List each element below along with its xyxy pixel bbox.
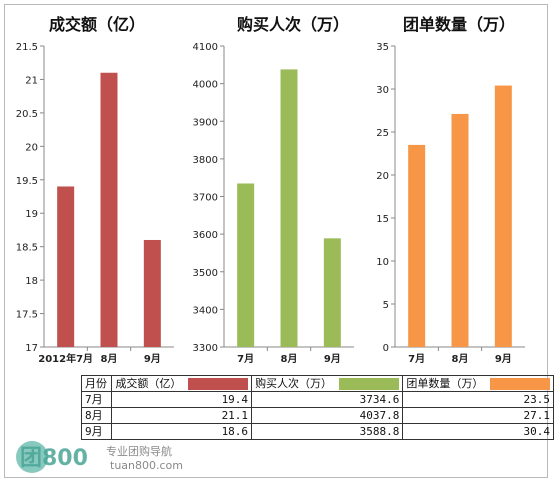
x-tick-label: 9月 [495, 353, 512, 365]
bar [323, 238, 341, 347]
y-tick-label: 3900 [193, 117, 218, 128]
table-header-row: 月份 成交额（亿） 购买人次（万） 团单数量（万） [80, 375, 554, 392]
table-cell-deals: 27.1 [402, 407, 554, 424]
table-cell-month: 9月 [80, 423, 113, 440]
bar [237, 183, 255, 347]
table-row: 8月 21.1 4037.8 27.1 [80, 407, 554, 424]
table-header-deals: 团单数量（万） [402, 375, 554, 392]
table-cell-sales: 18.6 [111, 423, 253, 440]
y-tick-label: 3500 [193, 268, 218, 279]
chart-2: 购买人次（万） 3300 3400 3500 3600 3700 3800 3900 4000 4… [193, 15, 354, 365]
logo-badge [16, 441, 48, 473]
buyers-label: 购买人次（万） [255, 377, 333, 390]
x-tick-label: 9月 [324, 353, 341, 365]
logo-url: tuan800.com [110, 459, 183, 472]
y-tick-label: 0 [383, 343, 389, 354]
deals-legend-swatch [489, 378, 550, 390]
x-tick-label: 7月 [408, 353, 425, 365]
chart-title: 成交额（亿） [49, 15, 145, 34]
logo-mark: 团800 [20, 446, 88, 471]
y-tick-label: 20.5 [16, 109, 38, 120]
bar [143, 239, 161, 347]
y-tick-label: 4000 [193, 80, 218, 91]
y-tick-label: 3600 [193, 230, 218, 241]
y-tick-label: 21.5 [16, 42, 38, 53]
y-tick-label: 3800 [193, 155, 218, 166]
table-cell-sales: 19.4 [111, 391, 253, 408]
y-tick-label: 10 [376, 257, 389, 268]
table-header-sales: 成交额（亿） [111, 375, 253, 392]
y-tick-label: 3300 [193, 343, 218, 354]
y-tick-label: 25 [376, 128, 389, 139]
bar [100, 72, 118, 347]
y-tick-label: 17.5 [16, 310, 38, 321]
table-cell-sales: 21.1 [111, 407, 253, 424]
charts-area: 成交额（亿） 17 17.5 18 18.5 19 19.5 20 20.5 21 21.5 2012… [16, 15, 525, 365]
y-tick-label: 30 [376, 85, 389, 96]
y-tick-label: 21 [25, 75, 38, 86]
table-cell-month: 8月 [80, 407, 113, 424]
y-tick-label: 3700 [193, 193, 218, 204]
table-header-buyers: 购买人次（万） [251, 375, 404, 392]
data-table: 月份 成交额（亿） 购买人次（万） 团单数量（万） 7月 19.4 3734.6… [80, 375, 554, 440]
x-tick-label: 9月 [144, 353, 161, 365]
y-tick-label: 18.5 [16, 243, 38, 254]
y-tick-label: 19.5 [16, 176, 38, 187]
buyers-legend-swatch [338, 378, 399, 390]
table-row: 9月 18.6 3588.8 30.4 [80, 423, 554, 440]
deals-label: 团单数量（万） [406, 377, 484, 390]
x-tick-label: 8月 [101, 353, 118, 365]
bar [494, 85, 512, 347]
bar [57, 186, 75, 347]
table-cell-deals: 23.5 [402, 391, 554, 408]
bar [280, 69, 298, 348]
table-cell-month: 7月 [80, 391, 113, 408]
y-tick-label: 20 [25, 142, 38, 153]
table-cell-buyers: 3588.8 [251, 423, 404, 440]
chart-frame [4, 4, 548, 478]
chart-title: 团单数量（万） [403, 15, 515, 34]
y-tick-label: 17 [25, 343, 38, 354]
table-cell-buyers: 4037.8 [251, 407, 404, 424]
sales-label: 成交额（亿） [115, 377, 182, 390]
chart-1: 成交额（亿） 17 17.5 18 18.5 19 19.5 20 20.5 21 21.5 2012… [16, 15, 174, 365]
table-cell-buyers: 3734.6 [251, 391, 404, 408]
x-tick-label: 7月 [237, 353, 254, 365]
y-tick-label: 18 [25, 276, 38, 287]
y-tick-label: 20 [376, 171, 389, 182]
tuan800-logo: 团800 专业团购导航 tuan800.com [16, 441, 183, 473]
x-tick-label: 8月 [281, 353, 298, 365]
table-row: 7月 19.4 3734.6 23.5 [80, 391, 554, 408]
logo-tagline: 专业团购导航 [106, 444, 172, 458]
x-tick-label: 2012年7月 [38, 352, 93, 365]
y-tick-label: 35 [376, 42, 389, 53]
chart-title: 购买人次（万） [237, 15, 349, 34]
y-tick-label: 15 [376, 214, 389, 225]
bar [451, 113, 469, 347]
table-cell-deals: 30.4 [402, 423, 554, 440]
y-tick-label: 3400 [193, 305, 218, 316]
chart-3: 团单数量（万） 0 5 10 15 20 25 30 35 7月 8月 9月 [376, 15, 525, 365]
y-tick-label: 5 [383, 300, 389, 311]
table-header-month: 月份 [80, 375, 113, 392]
y-tick-label: 19 [25, 209, 38, 220]
sales-legend-swatch [188, 378, 249, 390]
x-tick-label: 8月 [452, 353, 469, 365]
y-tick-label: 4100 [193, 42, 218, 53]
bar [408, 144, 426, 347]
